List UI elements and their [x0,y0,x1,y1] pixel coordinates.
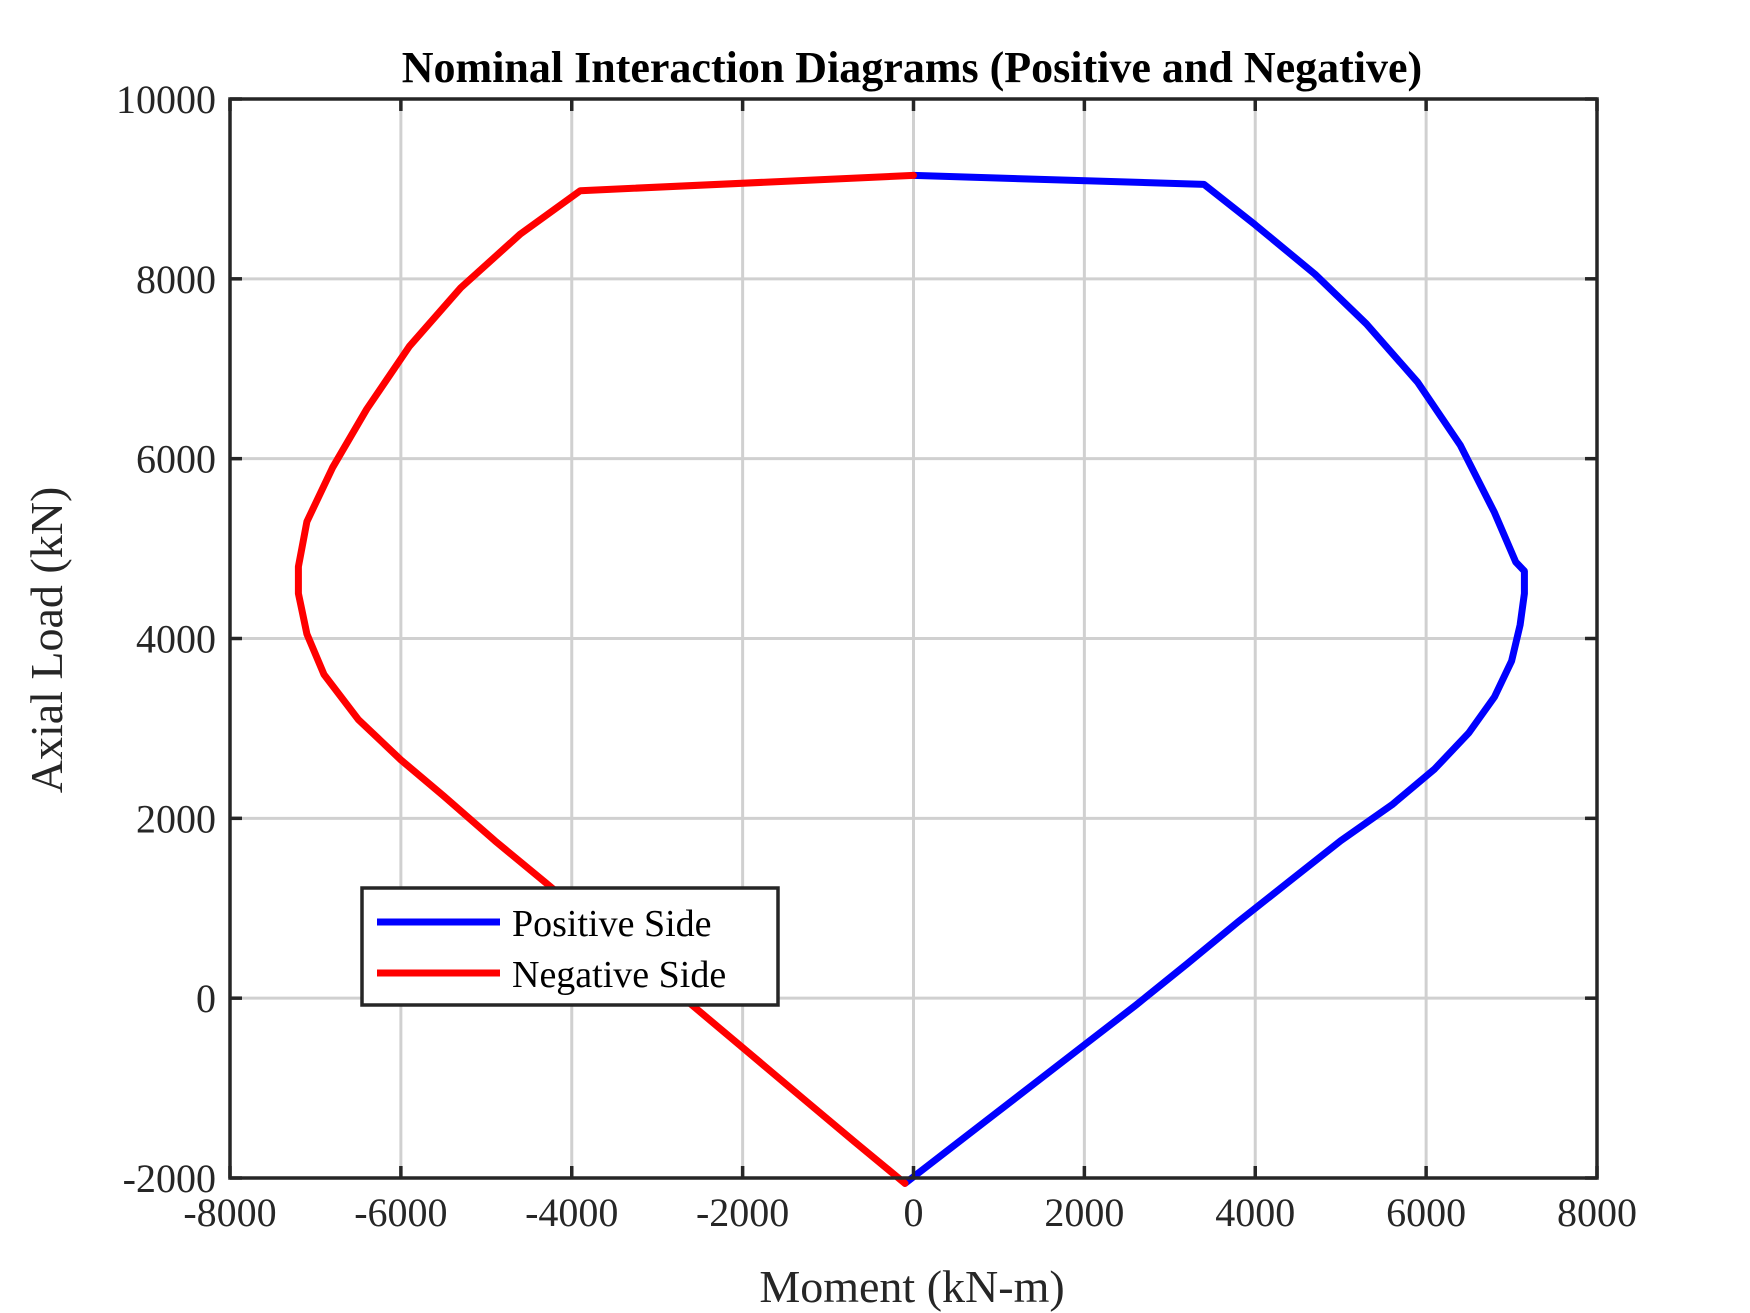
y-tick-label: 6000 [136,437,216,482]
y-tick-labels: -2000 0 2000 4000 6000 8000 10000 [116,77,216,1201]
y-tick-label: 2000 [136,796,216,841]
y-tick-label: 8000 [136,257,216,302]
x-tick-label: 4000 [1215,1190,1295,1235]
series-group [294,171,1528,1187]
legend-label-positive-side: Positive Side [512,903,712,945]
series-line-negative-side [294,171,917,1187]
y-tick-label: 4000 [136,617,216,662]
x-tick-label: 6000 [1386,1190,1466,1235]
y-tick-label: 10000 [116,77,216,122]
x-tick-label: -6000 [354,1190,447,1235]
axis-ticks [228,97,1599,1180]
grid [230,99,1597,1178]
series-line-positive-side [901,171,1528,1187]
y-axis-label: Axial Load (kN) [21,487,72,794]
legend-box [360,886,780,1007]
y-tick-label: 0 [196,976,216,1021]
legend: Positive Side Negative Side [360,886,780,1007]
x-tick-label: 0 [904,1190,924,1235]
x-tick-label: -4000 [525,1190,618,1235]
x-tick-label: 8000 [1557,1190,1637,1235]
y-tick-label: -2000 [123,1156,216,1201]
x-tick-label: 2000 [1044,1190,1124,1235]
x-tick-label: -2000 [696,1190,789,1235]
x-tick-label: -8000 [183,1190,276,1235]
chart-title: Nominal Interaction Diagrams (Positive a… [402,43,1422,92]
x-axis-label: Moment (kN-m) [759,1261,1064,1312]
legend-label-negative-side: Negative Side [512,954,726,996]
x-tick-labels: -8000 -6000 -4000 -2000 0 2000 4000 6000 8000 [183,1190,1637,1235]
